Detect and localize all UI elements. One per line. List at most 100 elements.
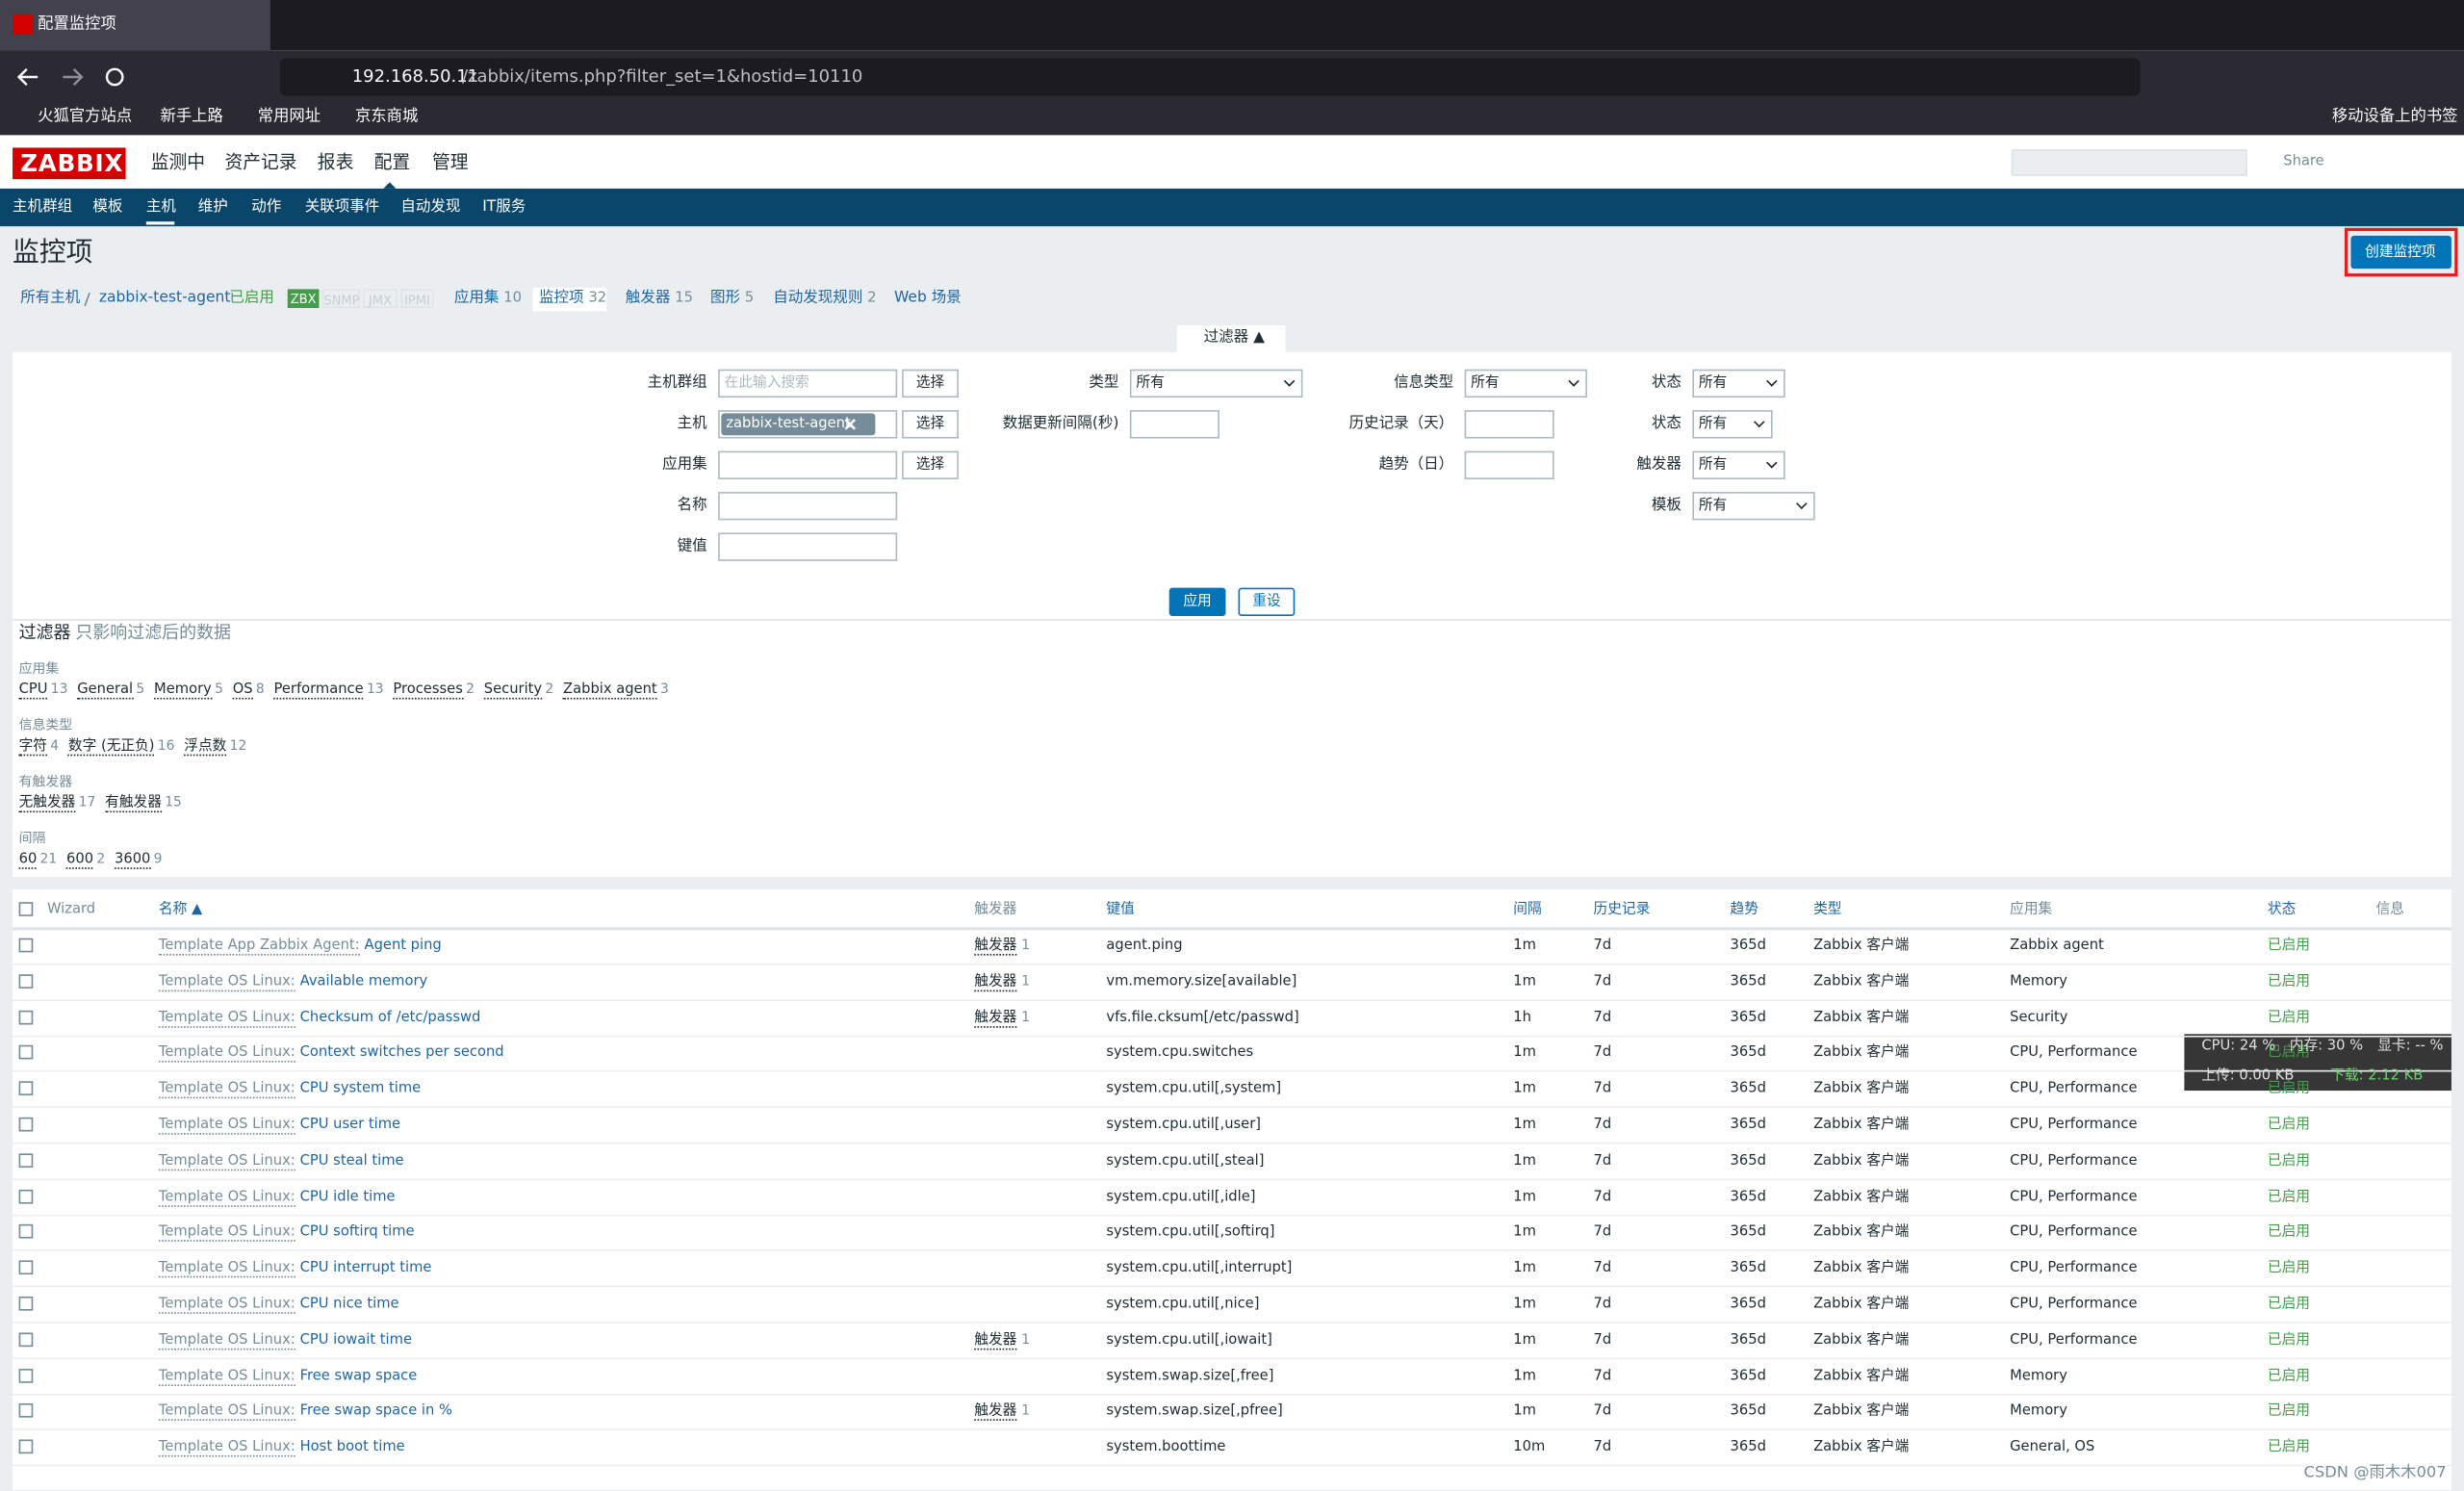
subfilter-item[interactable]: 60 21 — [18, 849, 57, 871]
filter-select[interactable] — [1692, 410, 1773, 439]
filter-select[interactable] — [1464, 369, 1587, 398]
mobile-bookmarks[interactable]: 移动设备上的书签 — [2331, 108, 2458, 126]
row-checkbox[interactable] — [18, 1332, 34, 1347]
select-button[interactable] — [902, 369, 959, 398]
subfilter-item[interactable]: 无触发器 17 — [18, 792, 95, 814]
active-tab[interactable] — [0, 0, 270, 51]
item-status[interactable]: 已启用 — [2267, 1224, 2311, 1241]
subfilter-item[interactable]: Memory 5 — [154, 679, 223, 701]
row-checkbox[interactable] — [18, 1403, 34, 1419]
item-status[interactable]: 已启用 — [2267, 973, 2311, 990]
main-menu-item[interactable]: 报表 — [317, 150, 354, 173]
host-tab[interactable]: Web 场景 — [894, 288, 962, 310]
item-name[interactable]: Template App Zabbix Agent: Agent ping — [158, 935, 442, 957]
filter-input[interactable] — [718, 492, 898, 521]
column-header[interactable]: 键值 — [1106, 902, 1135, 918]
submenu-item[interactable]: IT服务 — [482, 197, 526, 216]
logo-box[interactable] — [13, 147, 126, 180]
row-checkbox[interactable] — [18, 1189, 34, 1203]
host-tab[interactable]: 触发器 15 — [626, 288, 693, 310]
filter-input[interactable] — [718, 369, 898, 398]
submenu-item[interactable]: 关联项事件 — [304, 197, 380, 216]
filter-select[interactable] — [1129, 369, 1303, 398]
trigger-link[interactable]: 触发器 1 — [974, 935, 1030, 957]
main-menu-item[interactable]: 管理 — [431, 150, 469, 173]
item-name[interactable]: Template OS Linux: CPU nice time — [158, 1294, 399, 1316]
filter-input[interactable] — [1129, 410, 1219, 439]
apply-button[interactable] — [1168, 587, 1226, 616]
item-status[interactable]: 已启用 — [2267, 1189, 2311, 1205]
breadcrumb-link[interactable]: 所有主机 — [20, 289, 81, 307]
column-header[interactable]: 历史记录 — [1593, 902, 1651, 918]
logo[interactable]: ZABBIX — [20, 149, 124, 178]
row-checkbox[interactable] — [18, 1117, 34, 1132]
submenu-item[interactable]: 主机 — [145, 197, 176, 216]
create-button-label[interactable]: 创建监控项 — [2365, 244, 2436, 262]
item-status[interactable]: 已启用 — [2267, 1153, 2311, 1170]
select-button-label[interactable]: 选择 — [915, 457, 945, 474]
subfilter-item[interactable]: Processes 2 — [393, 679, 475, 701]
item-status[interactable]: 已启用 — [2267, 1260, 2311, 1277]
main-menu-item[interactable]: 监测中 — [150, 150, 206, 173]
item-status[interactable]: 已启用 — [2267, 1332, 2311, 1349]
chip-remove[interactable] — [844, 418, 857, 430]
breadcrumb-link[interactable]: zabbix-test-agent — [98, 289, 231, 307]
item-name[interactable]: Template OS Linux: CPU system time — [158, 1078, 421, 1100]
row-checkbox[interactable] — [18, 1045, 34, 1061]
filter-input[interactable] — [718, 450, 898, 479]
share-link[interactable]: Share — [2283, 154, 2324, 170]
subfilter-item[interactable]: 数字 (无正负) 16 — [67, 735, 174, 758]
subfilter-item[interactable]: 字符 4 — [18, 735, 59, 758]
item-status[interactable]: 已启用 — [2267, 938, 2311, 955]
item-name[interactable]: Template OS Linux: CPU softirq time — [158, 1221, 415, 1244]
column-header[interactable]: 类型 — [1813, 902, 1842, 918]
item-name[interactable]: Template OS Linux: Host boot time — [158, 1437, 405, 1459]
submenu-item[interactable]: 主机群组 — [13, 197, 73, 216]
column-header[interactable]: 间隔 — [1513, 902, 1542, 918]
host-tab[interactable]: 图形 5 — [710, 288, 754, 310]
item-status[interactable]: 已启用 — [2267, 1296, 2311, 1313]
submenu-item[interactable]: 动作 — [251, 197, 282, 216]
trigger-link[interactable]: 触发器 1 — [974, 971, 1030, 993]
item-name[interactable]: Template OS Linux: CPU iowait time — [158, 1329, 412, 1351]
submenu-item[interactable]: 模板 — [92, 197, 123, 216]
select-button-label[interactable]: 选择 — [915, 416, 945, 432]
item-status[interactable]: 已启用 — [2267, 1081, 2311, 1097]
subfilter-item[interactable]: 600 2 — [66, 849, 105, 871]
search-field[interactable] — [2011, 149, 2247, 176]
filter-input[interactable] — [1464, 450, 1554, 479]
host-tab[interactable]: 自动发现规则 2 — [773, 288, 876, 310]
bookmark[interactable]: 常用网址 — [257, 108, 321, 126]
column-header[interactable]: 趋势 — [1730, 902, 1758, 918]
host-tab[interactable]: 监控项 32 — [539, 288, 606, 310]
item-name[interactable]: Template OS Linux: Available memory — [158, 971, 427, 993]
item-name[interactable]: Template OS Linux: Checksum of /etc/passw… — [158, 1007, 480, 1029]
bookmark[interactable]: 火狐官方站点 — [38, 108, 133, 126]
select-button-label[interactable]: 选择 — [915, 375, 945, 392]
filter-input[interactable] — [718, 532, 898, 561]
host-tab[interactable]: 应用集 10 — [454, 288, 522, 310]
row-checkbox[interactable] — [18, 1296, 34, 1311]
subfilter-item[interactable]: Zabbix agent 3 — [563, 679, 669, 701]
row-checkbox[interactable] — [18, 1081, 34, 1096]
column-header[interactable]: 状态 — [2267, 902, 2297, 918]
subfilter-item[interactable]: 有触发器 15 — [105, 792, 182, 814]
submenu-item[interactable]: 自动发现 — [400, 197, 461, 216]
header-checkbox[interactable] — [18, 902, 34, 916]
bookmark[interactable]: 京东商城 — [354, 108, 419, 126]
filter-toggle[interactable]: 过滤器 ▲ — [1203, 328, 1266, 347]
subfilter-item[interactable]: Security 2 — [483, 679, 553, 701]
bookmark[interactable]: 新手上路 — [160, 108, 223, 126]
trigger-link[interactable]: 触发器 1 — [974, 1401, 1030, 1423]
subfilter-item[interactable]: Performance 13 — [273, 679, 384, 701]
row-checkbox[interactable] — [18, 1439, 34, 1454]
subfilter-item[interactable]: 3600 9 — [115, 849, 163, 871]
trigger-link[interactable]: 触发器 1 — [974, 1007, 1030, 1029]
row-checkbox[interactable] — [18, 1368, 34, 1383]
submenu-item[interactable]: 维护 — [197, 197, 228, 216]
select-button[interactable] — [902, 450, 959, 479]
item-status[interactable]: 已启用 — [2267, 1403, 2311, 1420]
item-name[interactable]: Template OS Linux: CPU interrupt time — [158, 1257, 431, 1279]
column-header[interactable]: 名称 ▲ — [158, 902, 203, 918]
row-checkbox[interactable] — [18, 973, 34, 989]
